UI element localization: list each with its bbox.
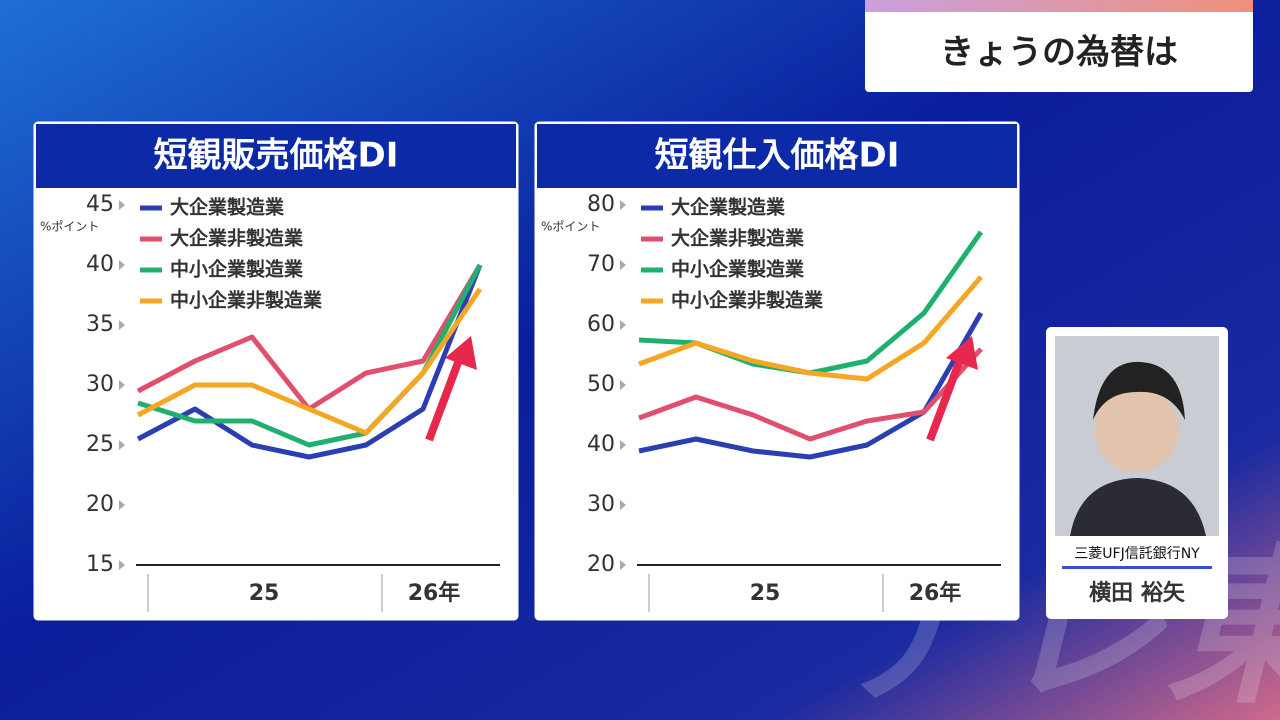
legend-label: 中小企業製造業 bbox=[170, 258, 304, 281]
legend-label: 大企業製造業 bbox=[170, 196, 285, 219]
chart-title: 短観販売価格DI bbox=[154, 136, 399, 176]
series-line bbox=[638, 347, 983, 442]
photo-face bbox=[1095, 388, 1179, 472]
tick-mark bbox=[620, 560, 626, 570]
series-line bbox=[136, 287, 483, 436]
y-tick-label: 30 bbox=[587, 492, 615, 517]
x-group-label: 26年 bbox=[909, 580, 962, 606]
x-group-label: 26年 bbox=[408, 580, 461, 606]
tick-mark bbox=[620, 380, 626, 390]
y-tick-label: 15 bbox=[86, 552, 114, 577]
legend-label: 大企業非製造業 bbox=[170, 227, 304, 250]
tick-mark bbox=[119, 440, 125, 450]
person-rule bbox=[1062, 566, 1212, 569]
tick-mark bbox=[620, 200, 626, 210]
y-tick-label: 45 bbox=[86, 192, 114, 217]
x-group-label: 25 bbox=[249, 581, 280, 606]
y-tick-label: 20 bbox=[587, 552, 615, 577]
trend-arrow bbox=[926, 358, 964, 442]
trend-arrow bbox=[425, 358, 463, 442]
y-tick-label: 25 bbox=[86, 432, 114, 457]
legend-label: 大企業製造業 bbox=[671, 196, 786, 219]
panel bbox=[534, 121, 1020, 621]
series-line bbox=[136, 264, 483, 460]
y-tick-label: 40 bbox=[587, 432, 615, 457]
tick-mark bbox=[119, 260, 125, 270]
photo-suit bbox=[1070, 478, 1206, 536]
tick-mark bbox=[119, 380, 125, 390]
chart-title: 短観仕入価格DI bbox=[655, 136, 900, 176]
header-strip bbox=[865, 0, 1253, 12]
panel-header bbox=[537, 124, 1017, 188]
tick-mark bbox=[620, 260, 626, 270]
x-group-label: 25 bbox=[750, 581, 781, 606]
photo-hair bbox=[1093, 361, 1185, 420]
y-tick-label: 70 bbox=[587, 252, 615, 277]
tick-mark bbox=[119, 560, 125, 570]
y-tick-label: 20 bbox=[86, 492, 114, 517]
legend-label: 大企業非製造業 bbox=[671, 227, 805, 250]
y-unit: %ポイント bbox=[541, 220, 600, 234]
y-tick-label: 35 bbox=[86, 312, 114, 337]
trend-arrowhead bbox=[445, 336, 477, 370]
header-box bbox=[865, 0, 1253, 92]
tick-mark bbox=[620, 500, 626, 510]
tick-mark bbox=[620, 440, 626, 450]
series-line bbox=[638, 275, 983, 382]
trend-arrowhead bbox=[946, 336, 978, 370]
legend-label: 中小企業製造業 bbox=[671, 258, 805, 281]
person-name: 横田 裕矢 bbox=[1089, 580, 1186, 606]
y-unit: %ポイント bbox=[40, 220, 99, 234]
header-title: きょうの為替は bbox=[940, 33, 1178, 73]
tick-mark bbox=[119, 500, 125, 510]
y-tick-label: 40 bbox=[86, 252, 114, 277]
tick-mark bbox=[119, 320, 125, 330]
y-tick-label: 80 bbox=[587, 192, 615, 217]
y-tick-label: 60 bbox=[587, 312, 615, 337]
panel-header bbox=[36, 124, 516, 188]
y-tick-label: 30 bbox=[86, 372, 114, 397]
person-company: 三菱UFJ信託銀行NY bbox=[1074, 546, 1200, 562]
legend-label: 中小企業非製造業 bbox=[170, 289, 323, 312]
legend-label: 中小企業非製造業 bbox=[671, 289, 824, 312]
tick-mark bbox=[119, 200, 125, 210]
tick-mark bbox=[620, 320, 626, 330]
y-tick-label: 50 bbox=[587, 372, 615, 397]
